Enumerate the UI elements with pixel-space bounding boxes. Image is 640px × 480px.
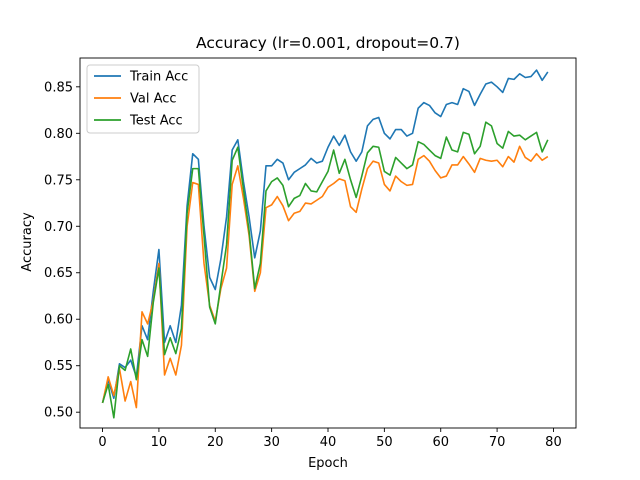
y-axis-label: Accuracy	[20, 212, 35, 272]
plot-border	[79, 57, 577, 429]
x-tick-label: 70	[489, 435, 506, 450]
legend-label: Val Acc	[130, 92, 177, 107]
x-tick-label: 50	[376, 435, 393, 450]
y-tick-label: 0.80	[44, 127, 73, 142]
x-tick-label: 60	[432, 435, 449, 450]
series-line-train-acc	[101, 69, 549, 404]
series-line-test-acc	[101, 121, 549, 419]
chart-title: Accuracy (lr=0.001, dropout=0.7)	[196, 34, 460, 52]
legend-label: Train Acc	[129, 70, 188, 85]
legend-label: Test Acc	[129, 114, 183, 129]
legend: Train Acc Val Acc Test Acc	[86, 64, 200, 134]
series-layer	[101, 69, 549, 419]
x-tick-label: 30	[263, 435, 280, 450]
x-tick-label: 80	[545, 435, 562, 450]
y-tick-label: 0.50	[44, 406, 73, 421]
y-tick-label: 0.70	[44, 220, 73, 235]
y-tick-label: 0.85	[44, 80, 73, 95]
x-tick-label: 20	[207, 435, 224, 450]
y-axis-ticks: 0.50 0.55 0.60 0.65 0.70 0.75 0.80 0.85	[44, 80, 80, 421]
y-tick-label: 0.75	[44, 173, 73, 188]
x-axis-label: Epoch	[308, 456, 348, 471]
x-axis-ticks: 0 10 20 30 40 50 60 70 80	[98, 428, 562, 450]
x-tick-label: 40	[320, 435, 337, 450]
legend-box	[86, 64, 200, 134]
y-tick-label: 0.55	[44, 359, 73, 374]
x-tick-label: 0	[98, 435, 106, 450]
y-tick-label: 0.65	[44, 266, 73, 281]
series-line-val-acc	[101, 145, 549, 409]
y-tick-label: 0.60	[44, 313, 73, 328]
x-tick-label: 10	[151, 435, 168, 450]
